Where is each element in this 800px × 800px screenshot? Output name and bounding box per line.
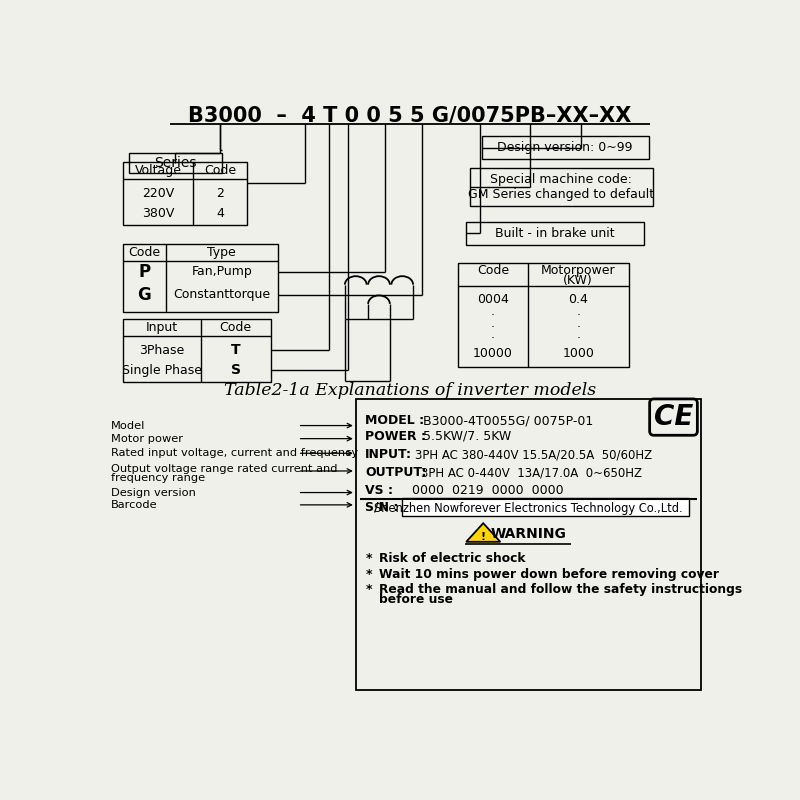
Text: WARNING: WARNING xyxy=(491,527,567,541)
Text: .: . xyxy=(576,328,580,341)
Text: .: . xyxy=(576,305,580,318)
Text: Design version: Design version xyxy=(111,487,196,498)
Text: Motorpower: Motorpower xyxy=(541,263,615,277)
Text: Shenzhen Nowforever Electronics Technology Co.,Ltd.: Shenzhen Nowforever Electronics Technolo… xyxy=(374,502,682,515)
Text: .: . xyxy=(576,317,580,330)
Bar xyxy=(482,136,649,159)
Text: frequency range: frequency range xyxy=(111,473,205,483)
Text: Risk of electric shock: Risk of electric shock xyxy=(379,552,526,566)
Bar xyxy=(466,222,644,245)
Text: Wait 10 mins power down before removing cover: Wait 10 mins power down before removing … xyxy=(379,568,719,581)
Text: Input: Input xyxy=(146,322,178,334)
Text: Special machine code:
GM Series changed to default: Special machine code: GM Series changed … xyxy=(468,173,654,201)
Text: 0.4: 0.4 xyxy=(568,293,588,306)
Text: VS :: VS : xyxy=(365,484,393,497)
Bar xyxy=(470,168,653,206)
Text: Motor power: Motor power xyxy=(111,434,183,444)
Text: .: . xyxy=(491,328,495,341)
Text: Voltage: Voltage xyxy=(134,164,182,177)
Text: Code: Code xyxy=(477,264,509,278)
Text: Code: Code xyxy=(219,322,252,334)
Text: INPUT:: INPUT: xyxy=(365,448,412,462)
Text: Barcode: Barcode xyxy=(111,500,158,510)
Text: B3000-4T0055G/ 0075P-01: B3000-4T0055G/ 0075P-01 xyxy=(423,414,594,427)
Text: 0000  0219  0000  0000: 0000 0219 0000 0000 xyxy=(411,484,563,497)
Text: *: * xyxy=(366,552,372,566)
Bar xyxy=(402,498,689,517)
Polygon shape xyxy=(466,523,500,542)
Text: MODEL :: MODEL : xyxy=(365,414,424,427)
Text: B3000  –  4 T 0 0 5 5 G/0075PB–XX–XX: B3000 – 4 T 0 0 5 5 G/0075PB–XX–XX xyxy=(188,106,632,126)
Text: Output voltage range rated current and: Output voltage range rated current and xyxy=(111,464,338,474)
Text: (KW): (KW) xyxy=(563,274,593,286)
Text: S: S xyxy=(230,363,241,377)
Text: .: . xyxy=(491,317,495,330)
Text: Code: Code xyxy=(128,246,160,259)
Text: P: P xyxy=(138,262,150,281)
Text: 380V: 380V xyxy=(142,207,174,220)
Text: Table2-1a Explanations of inverter models: Table2-1a Explanations of inverter model… xyxy=(224,382,596,398)
Text: 1000: 1000 xyxy=(562,346,594,360)
Text: Constanttorque: Constanttorque xyxy=(173,288,270,301)
Text: POWER :: POWER : xyxy=(365,430,426,443)
Bar xyxy=(123,319,270,382)
Text: 3PH AC 380-440V 15.5A/20.5A  50/60HZ: 3PH AC 380-440V 15.5A/20.5A 50/60HZ xyxy=(415,448,653,462)
Text: Model: Model xyxy=(111,421,146,430)
Text: 220V: 220V xyxy=(142,186,174,199)
Text: before use: before use xyxy=(379,593,453,606)
Text: Single Phase: Single Phase xyxy=(122,364,202,377)
Text: .: . xyxy=(491,305,495,318)
Bar xyxy=(123,244,278,311)
Text: 2: 2 xyxy=(216,186,224,199)
Bar xyxy=(129,153,222,173)
Text: Type: Type xyxy=(207,246,236,259)
Text: 4: 4 xyxy=(216,207,224,220)
Text: Design version: 0~99: Design version: 0~99 xyxy=(498,141,633,154)
Text: *: * xyxy=(366,568,372,581)
Text: Built - in brake unit: Built - in brake unit xyxy=(495,226,614,239)
Text: Fan,Pump: Fan,Pump xyxy=(191,265,252,278)
Text: !: ! xyxy=(481,532,486,542)
Text: T: T xyxy=(231,343,241,357)
Text: *: * xyxy=(366,583,372,596)
Text: Code: Code xyxy=(204,164,236,177)
Text: Rated input voltage, current and frequency: Rated input voltage, current and frequen… xyxy=(111,448,358,458)
Text: OUTPUT:: OUTPUT: xyxy=(365,466,426,479)
Text: 5.5KW/7. 5KW: 5.5KW/7. 5KW xyxy=(423,430,511,443)
Text: G: G xyxy=(138,286,151,304)
Bar xyxy=(458,263,629,367)
Text: 10000: 10000 xyxy=(473,346,513,360)
Text: 3PH AC 0-440V  13A/17.0A  0~650HZ: 3PH AC 0-440V 13A/17.0A 0~650HZ xyxy=(421,466,642,479)
Bar xyxy=(123,162,247,226)
Text: S/N :: S/N : xyxy=(365,501,398,514)
Text: 0004: 0004 xyxy=(477,293,509,306)
Text: CE: CE xyxy=(654,403,693,431)
Text: 3Phase: 3Phase xyxy=(139,344,185,357)
Text: Series: Series xyxy=(154,156,197,170)
Text: Read the manual and follow the safety instructiongs: Read the manual and follow the safety in… xyxy=(379,583,742,596)
Bar xyxy=(356,399,701,690)
